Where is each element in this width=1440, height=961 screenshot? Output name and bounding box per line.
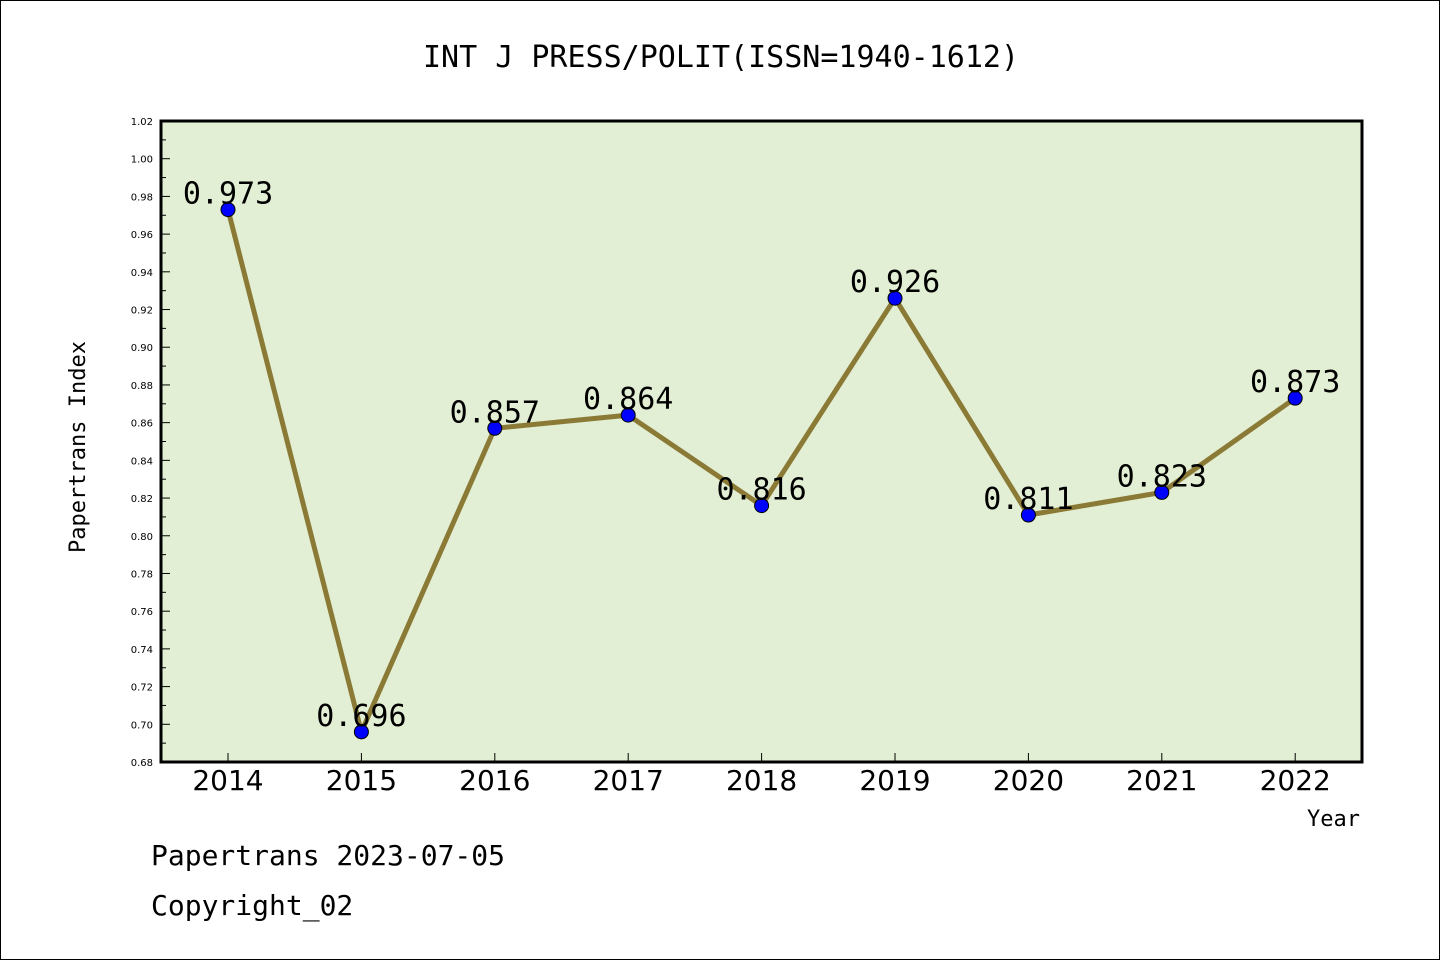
x-tick-label: 2018 [726,764,797,797]
series-line-group [220,202,1303,740]
data-point-2016 [487,420,503,436]
data-label-2021: 0.823 [1117,459,1207,494]
y-tick-label: 0.86 [131,419,153,430]
footer-date-line: Papertrans 2023-07-05 [151,839,505,872]
data-label-2019: 0.926 [850,265,940,300]
y-tick-label: 0.74 [131,645,153,656]
chart-title: INT J PRESS/POLIT(ISSN=1940-1612) [423,40,1019,75]
data-labels: 0.973 0.696 0.857 0.864 0.816 0.926 0.811 0.823… [183,177,1341,734]
x-tick-label: 2017 [593,764,664,797]
data-point-2014 [220,202,236,218]
data-label-2022: 0.873 [1250,365,1340,400]
x-tick-label: 2022 [1260,764,1331,797]
x-axis-label: Year [1307,807,1360,832]
y-tick-label: 0.70 [131,720,153,731]
data-label-2020: 0.811 [983,482,1073,517]
data-label-2017: 0.864 [583,382,673,417]
y-tick-label: 0.78 [131,569,153,580]
data-point-2019 [887,290,903,306]
data-label-2018: 0.816 [716,473,806,508]
y-tick-label: 0.98 [131,192,153,203]
y-tick-label: 0.94 [131,268,153,279]
y-tick-label: 0.72 [131,683,153,694]
data-point-2021 [1154,484,1170,500]
x-tick-label: 2019 [859,764,930,797]
y-tick-label: 1.00 [131,155,153,166]
data-point-2017 [620,407,636,423]
x-tick-label: 2020 [993,764,1064,797]
y-tick-label: 0.84 [131,456,153,467]
y-tick-label: 0.90 [131,343,153,354]
data-label-2015: 0.696 [316,699,406,734]
y-tick-label: 0.96 [131,230,153,241]
y-axis: 0.68 0.70 0.72 0.74 0.76 0.78 0.80 0.82 0.84 0.86… [131,117,170,769]
x-tick-label: 2016 [459,764,530,797]
y-axis-label: Papertrans Index [66,341,91,553]
y-tick-label: 1.02 [131,117,153,128]
x-tick-label: 2015 [326,764,397,797]
data-label-2016: 0.857 [450,395,540,430]
y-tick-label: 0.88 [131,381,153,392]
x-tick-label: 2021 [1126,764,1197,797]
data-label-2014: 0.973 [183,177,273,212]
x-tick-label: 2014 [192,764,263,797]
x-axis: 2014 2015 2016 2017 2018 2019 2020 2021 2022 [192,753,1331,797]
plot-area [159,119,1364,764]
y-tick-label: 0.80 [131,532,153,543]
y-tick-label: 0.68 [131,758,153,769]
y-tick-label: 0.76 [131,607,153,618]
data-point-2020 [1020,507,1036,523]
y-tick-label: 0.82 [131,494,153,505]
y-tick-label: 0.92 [131,306,153,317]
footer-copyright: Copyright_02 [151,889,353,923]
data-point-2018 [754,498,770,514]
data-point-2022 [1287,390,1303,406]
data-point-2015 [353,724,369,740]
